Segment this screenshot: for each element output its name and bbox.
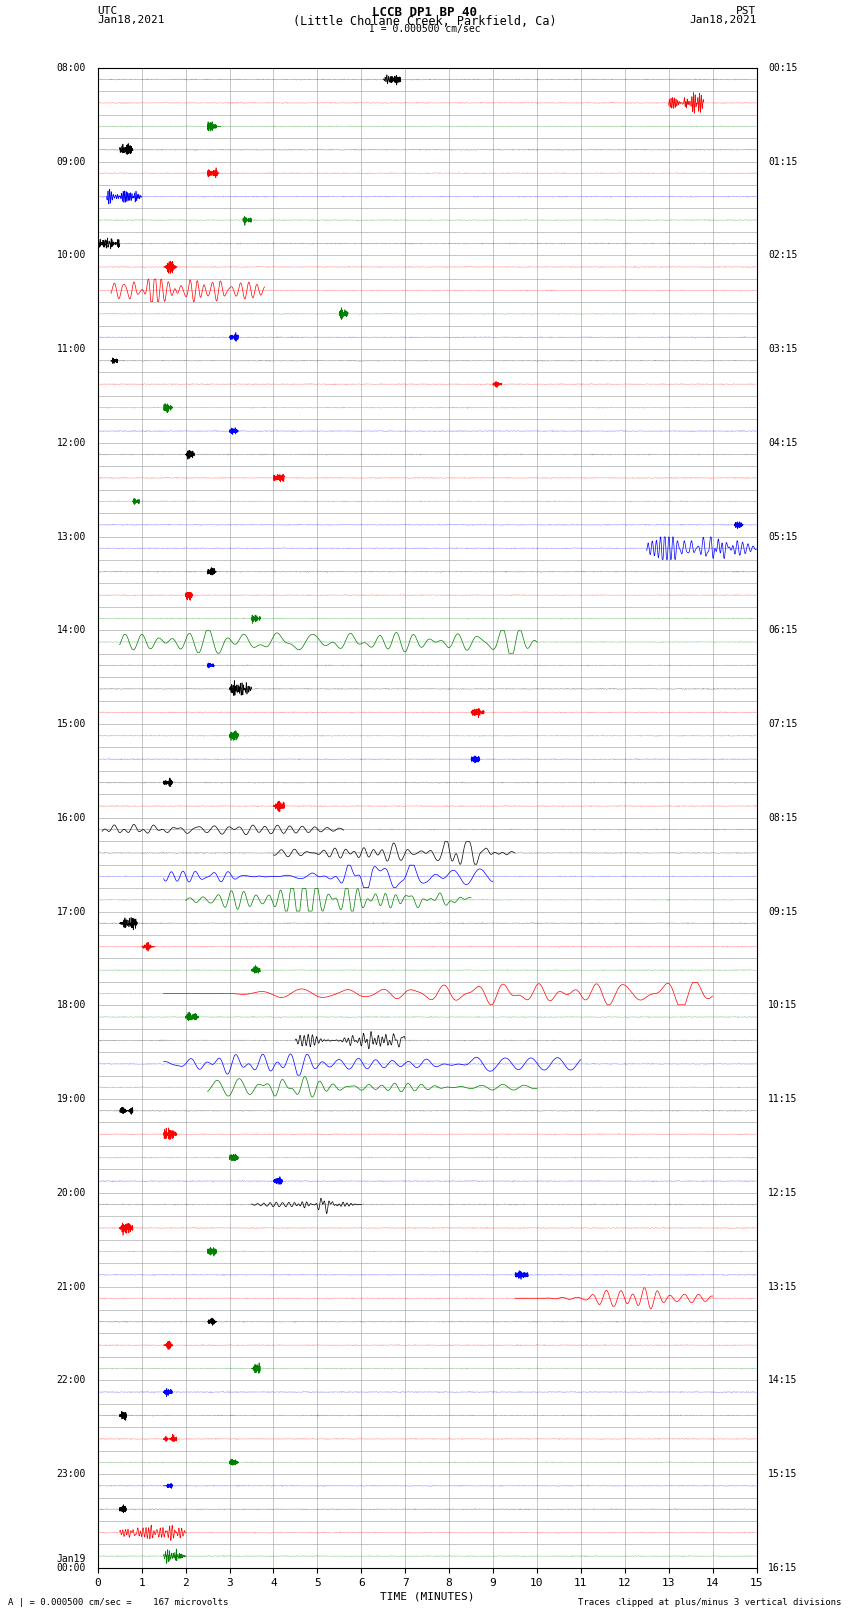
Text: (Little Cholane Creek, Parkfield, Ca): (Little Cholane Creek, Parkfield, Ca) [293,15,557,27]
Text: I = 0.000500 cm/sec: I = 0.000500 cm/sec [369,24,481,34]
Text: 09:15: 09:15 [768,907,798,916]
Text: 00:00: 00:00 [56,1563,86,1573]
Text: 14:00: 14:00 [56,626,86,636]
Text: 16:00: 16:00 [56,813,86,823]
Text: 10:15: 10:15 [768,1000,798,1010]
Text: 01:15: 01:15 [768,156,798,166]
Text: A | = 0.000500 cm/sec =    167 microvolts: A | = 0.000500 cm/sec = 167 microvolts [8,1597,229,1607]
Text: PST: PST [736,5,756,16]
Text: 14:15: 14:15 [768,1376,798,1386]
Text: 12:15: 12:15 [768,1187,798,1198]
Text: UTC: UTC [98,5,118,16]
Text: 09:00: 09:00 [56,156,86,166]
Text: Jan18,2021: Jan18,2021 [689,15,756,24]
X-axis label: TIME (MINUTES): TIME (MINUTES) [380,1592,474,1602]
Text: 03:15: 03:15 [768,344,798,353]
Text: 16:15: 16:15 [768,1563,798,1573]
Text: 22:00: 22:00 [56,1376,86,1386]
Text: 12:00: 12:00 [56,437,86,448]
Text: 04:15: 04:15 [768,437,798,448]
Text: 02:15: 02:15 [768,250,798,260]
Text: 08:00: 08:00 [56,63,86,73]
Text: 13:00: 13:00 [56,532,86,542]
Text: 11:00: 11:00 [56,344,86,353]
Text: 07:15: 07:15 [768,719,798,729]
Text: 18:00: 18:00 [56,1000,86,1010]
Text: Jan19: Jan19 [56,1555,86,1565]
Text: 23:00: 23:00 [56,1469,86,1479]
Text: 21:00: 21:00 [56,1282,86,1292]
Text: 06:15: 06:15 [768,626,798,636]
Text: 00:15: 00:15 [768,63,798,73]
Text: 05:15: 05:15 [768,532,798,542]
Text: LCCB DP1 BP 40: LCCB DP1 BP 40 [372,5,478,19]
Text: Jan18,2021: Jan18,2021 [98,15,165,24]
Text: 17:00: 17:00 [56,907,86,916]
Text: 15:15: 15:15 [768,1469,798,1479]
Text: 13:15: 13:15 [768,1282,798,1292]
Text: Traces clipped at plus/minus 3 vertical divisions: Traces clipped at plus/minus 3 vertical … [578,1597,842,1607]
Text: 10:00: 10:00 [56,250,86,260]
Text: 19:00: 19:00 [56,1094,86,1103]
Text: 11:15: 11:15 [768,1094,798,1103]
Text: 15:00: 15:00 [56,719,86,729]
Text: 20:00: 20:00 [56,1187,86,1198]
Text: 08:15: 08:15 [768,813,798,823]
